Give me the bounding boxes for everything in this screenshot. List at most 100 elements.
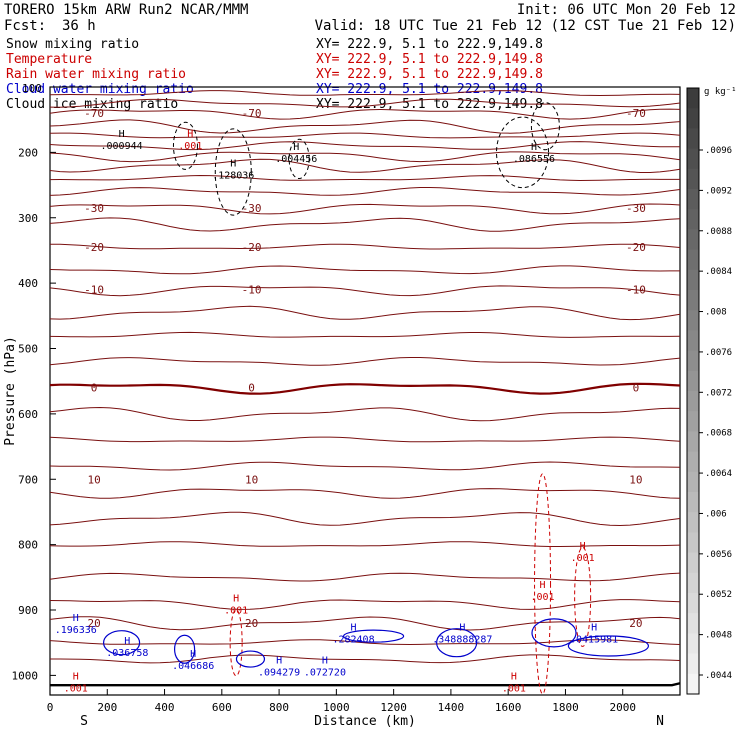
maximum-marker: H xyxy=(190,649,196,660)
snow-contour xyxy=(288,138,310,180)
maximum-value-label: .128036 xyxy=(212,171,254,182)
colorbar-swatch xyxy=(687,189,699,210)
isotherm-line xyxy=(49,357,681,366)
x-tick-label: 1400 xyxy=(438,701,465,714)
isotherm-line xyxy=(49,119,681,134)
colorbar-swatch xyxy=(687,229,699,251)
maximum-marker: H xyxy=(540,580,546,591)
isotherm-line xyxy=(49,203,681,215)
maximum-value-label: .072720 xyxy=(304,667,346,678)
rain-contour xyxy=(574,546,592,647)
colorbar-tick-label: .008 xyxy=(705,308,727,318)
isotherm-line xyxy=(49,98,681,108)
colorbar-swatch xyxy=(687,613,699,634)
temperature-label: 20 xyxy=(245,617,258,630)
maximum-value-label: .036758 xyxy=(106,648,148,659)
temperature-label: 0 xyxy=(633,382,640,395)
temperature-label: -30 xyxy=(242,202,262,215)
valid-time: Valid: 18 UTC Tue 21 Feb 12 (12 CST Tue … xyxy=(315,18,736,34)
cloudwater-contour xyxy=(342,629,405,643)
maximum-value-label: .196336 xyxy=(55,625,97,636)
axes: 0 200 400 600 800 1000 1200 1400 1600 1800 2000200… xyxy=(12,146,636,714)
fcst-value: 36 h xyxy=(62,18,96,34)
maximum-marker: H xyxy=(124,636,130,647)
isotherm-line xyxy=(49,382,681,395)
colorbar-swatch xyxy=(687,411,699,432)
y-tick-label: 500 xyxy=(18,343,38,356)
x-tick-label: 1600 xyxy=(495,701,522,714)
isotherm-line xyxy=(49,243,681,250)
maximum-value-label: .282408 xyxy=(332,635,374,646)
isotherm-line xyxy=(49,187,681,196)
cloudwater-contour xyxy=(531,618,577,648)
isotherm-line xyxy=(49,599,681,610)
temperature-label: 0 xyxy=(248,382,255,395)
colorbar-tick-label: .0056 xyxy=(705,550,732,560)
colorbar-tick-label: .0052 xyxy=(705,590,732,600)
legend-item-name: Temperature xyxy=(6,52,92,67)
y-tick-label: 1000 xyxy=(12,669,39,682)
y-tick-label: 800 xyxy=(18,539,38,552)
x-tick-label: 0 xyxy=(47,701,54,714)
legend-item-xy: XY= 222.9, 5.1 to 222.9,149.8 xyxy=(316,82,543,97)
y-tick-label: 200 xyxy=(18,146,38,159)
y-tick-label: 700 xyxy=(18,473,38,486)
colorbar-swatch xyxy=(687,88,699,109)
colorbar-swatch xyxy=(687,532,699,554)
maximum-value-label: .001 xyxy=(530,592,554,603)
y-tick-label: 300 xyxy=(18,212,38,225)
maximum-marker: H xyxy=(580,541,586,552)
y-tick-label: 900 xyxy=(18,604,38,617)
maximum-marker: H xyxy=(230,159,236,170)
maximum-value-label: .001 xyxy=(178,141,202,152)
maximum-value-label: .001 xyxy=(502,684,526,695)
cloudwater-contour xyxy=(235,650,266,668)
colorbar-swatch xyxy=(687,492,699,513)
colorbar-tick-label: .0084 xyxy=(705,267,732,277)
colorbar-swatch xyxy=(687,269,699,291)
colorbar-swatch xyxy=(687,290,699,311)
temperature-label: -10 xyxy=(242,284,262,297)
legend-item-name: Rain water mixing ratio xyxy=(6,67,186,82)
x-tick-label: 400 xyxy=(155,701,175,714)
maximum-marker: H xyxy=(511,672,517,683)
colorbar-tick-label: .0044 xyxy=(705,671,732,681)
colorbar-tick-label: .0092 xyxy=(705,186,732,196)
colorbar-swatch xyxy=(687,168,699,190)
label-layer: -70 -70 -70 -30 -30 -30 -20 -20 -20 -10 -10 -10 0 0 0 1… xyxy=(55,107,646,695)
maximum-marker: H xyxy=(73,613,79,624)
temperature-label: -30 xyxy=(84,202,104,215)
isotherm-line xyxy=(49,488,681,499)
maximum-marker: H xyxy=(293,142,299,153)
maximum-value-label: .086556 xyxy=(513,154,555,165)
colorbar-tick-label: .0088 xyxy=(705,227,732,237)
maximum-value-label: .046686 xyxy=(172,661,214,672)
colorbar-unit: g kg⁻¹ xyxy=(704,87,737,97)
maximum-marker: H xyxy=(351,623,357,634)
colorbar-tick-label: .0072 xyxy=(705,388,732,398)
cloudwater-contour xyxy=(102,630,141,656)
maximum-marker: H xyxy=(531,142,537,153)
temperature-label: -10 xyxy=(626,284,646,297)
maximum-value-label: .0415981 xyxy=(570,635,618,646)
maximum-value-label: .004456 xyxy=(275,154,317,165)
colorbar-swatch xyxy=(687,593,699,614)
cloudwater-contour xyxy=(436,628,478,658)
colorbar-tick-label: .006 xyxy=(705,509,727,519)
maximum-marker: H xyxy=(322,655,328,666)
x-axis-label: Distance (km) xyxy=(314,714,416,729)
cloudwater-contour xyxy=(173,634,196,664)
legend-item-name: Cloud water mixing ratio xyxy=(6,82,194,97)
x-tick-label: 1800 xyxy=(552,701,579,714)
colorbar-swatch xyxy=(687,431,699,453)
temperature-label: 10 xyxy=(629,473,642,486)
isotherm-line xyxy=(49,461,681,471)
isotherm-line xyxy=(49,436,681,443)
isotherm-line xyxy=(49,141,680,151)
temperature-label: -20 xyxy=(84,241,104,254)
x-tick-label: 1200 xyxy=(380,701,407,714)
x-tick-label: 2000 xyxy=(609,701,636,714)
colorbar-swatch xyxy=(687,391,699,412)
rain-contour xyxy=(229,609,243,677)
